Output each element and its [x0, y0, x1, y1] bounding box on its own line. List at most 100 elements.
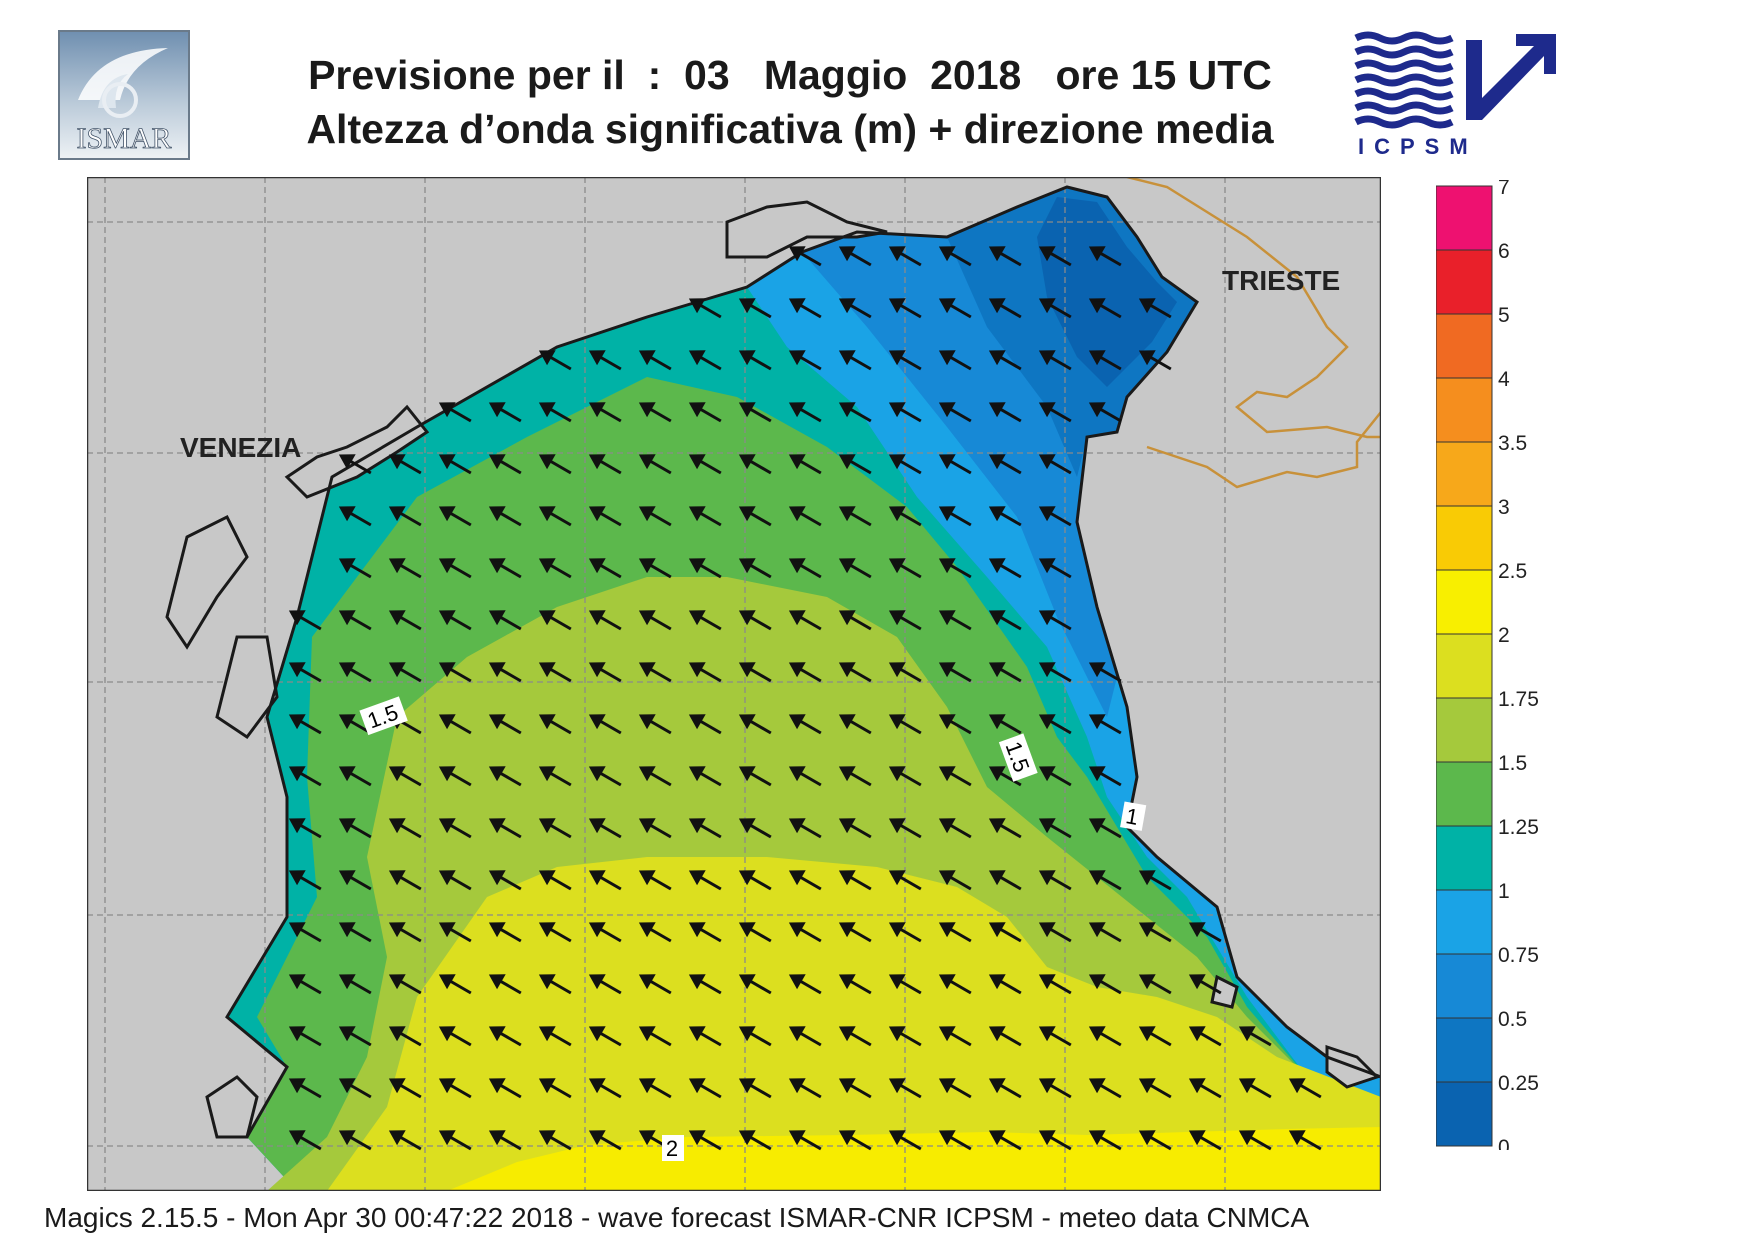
wave-direction-arrow [338, 818, 372, 839]
wave-direction-arrow [488, 1078, 522, 1099]
wave-direction-arrow [638, 1026, 672, 1047]
wave-direction-arrow [588, 610, 622, 631]
wave-direction-arrow [888, 350, 922, 371]
wave-direction-arrow [488, 818, 522, 839]
wave-direction-arrow [738, 818, 772, 839]
icpsm-logo-text: ICPSM [1358, 134, 1478, 159]
wave-direction-arrow [588, 870, 622, 891]
wave-direction-arrow [588, 714, 622, 735]
wave-direction-arrow [888, 506, 922, 527]
wave-direction-arrow [888, 558, 922, 579]
wave-direction-arrow [988, 974, 1022, 995]
wave-direction-arrow [438, 662, 472, 683]
wave-direction-arrow [788, 610, 822, 631]
wave-direction-arrow [788, 1078, 822, 1099]
wave-direction-arrow [888, 766, 922, 787]
wave-direction-arrow [1238, 1130, 1272, 1151]
wave-direction-arrow [1188, 1078, 1222, 1099]
wave-direction-arrow [638, 870, 672, 891]
wave-direction-arrow [938, 350, 972, 371]
wave-direction-arrow [1138, 1026, 1172, 1047]
wave-direction-arrow [938, 558, 972, 579]
wave-direction-arrow [938, 1026, 972, 1047]
wave-direction-arrow [1038, 974, 1072, 995]
wave-direction-arrow [738, 714, 772, 735]
wave-direction-arrow [838, 1026, 872, 1047]
wave-direction-arrow [938, 506, 972, 527]
wave-direction-arrow [338, 870, 372, 891]
wave-direction-arrow [388, 1026, 422, 1047]
wave-direction-arrow [788, 818, 822, 839]
wave-direction-arrow [388, 818, 422, 839]
ismar-logo-text: ISMAR [76, 122, 171, 155]
wave-direction-arrow [1038, 922, 1072, 943]
wave-direction-arrow [588, 1078, 622, 1099]
wave-direction-arrow [738, 350, 772, 371]
wave-direction-arrow [538, 974, 572, 995]
wave-direction-arrow [988, 350, 1022, 371]
wave-direction-arrow [338, 506, 372, 527]
wave-direction-arrow [688, 558, 722, 579]
wave-direction-arrow [1038, 662, 1072, 683]
wave-direction-arrow [288, 870, 322, 891]
legend-tick-label: 0.5 [1498, 1008, 1527, 1031]
wave-direction-arrow [488, 662, 522, 683]
wave-direction-arrow [1188, 974, 1222, 995]
wave-direction-arrow [488, 506, 522, 527]
wave-direction-arrow [988, 1130, 1022, 1151]
city-label-trieste: TRIESTE [1222, 265, 1340, 296]
wave-direction-arrow [288, 662, 322, 683]
wave-direction-arrow [688, 766, 722, 787]
wave-direction-arrow [1088, 714, 1122, 735]
wave-direction-arrow [1038, 350, 1072, 371]
wave-direction-arrow [388, 974, 422, 995]
wave-direction-arrow [938, 610, 972, 631]
wave-direction-arrow [788, 1130, 822, 1151]
wave-direction-arrow [388, 1078, 422, 1099]
wave-direction-arrow [1088, 818, 1122, 839]
wave-direction-arrow [688, 298, 722, 319]
wave-direction-arrow [788, 298, 822, 319]
footer-credits: Magics 2.15.5 - Mon Apr 30 00:47:22 2018… [44, 1202, 1310, 1233]
wave-direction-arrow [688, 506, 722, 527]
wave-direction-arrow [588, 818, 622, 839]
graticule [87, 177, 1381, 1191]
legend-swatch [1435, 633, 1493, 699]
wave-direction-arrow [988, 922, 1022, 943]
wave-direction-arrow [288, 1026, 322, 1047]
wave-direction-arrow [738, 1130, 772, 1151]
wave-direction-arrow [838, 506, 872, 527]
wave-direction-arrow [838, 402, 872, 423]
wave-direction-arrow [1088, 922, 1122, 943]
wave-direction-arrow [438, 454, 472, 475]
wave-direction-arrow [988, 662, 1022, 683]
wave-direction-arrow [388, 1130, 422, 1151]
wave-direction-arrow [438, 974, 472, 995]
legend-tick-label: 3.5 [1498, 432, 1527, 455]
wave-direction-arrow [1038, 766, 1072, 787]
wave-direction-arrow [1188, 922, 1222, 943]
wave-direction-arrow [1288, 1130, 1322, 1151]
wave-direction-arrow [788, 402, 822, 423]
wave-direction-arrow [938, 714, 972, 735]
wave-direction-arrow [588, 506, 622, 527]
legend-tick-label: 1.75 [1498, 688, 1539, 711]
wave-direction-arrow [938, 818, 972, 839]
legend-swatch [1435, 761, 1493, 827]
wave-direction-arrow [338, 454, 372, 475]
wave-direction-arrow [488, 766, 522, 787]
wave-direction-arrow [888, 922, 922, 943]
wave-direction-arrow [1138, 974, 1172, 995]
wave-direction-arrow [438, 714, 472, 735]
wave-direction-arrow [838, 246, 872, 267]
wave-direction-arrow [488, 610, 522, 631]
wave-direction-arrow [1188, 1130, 1222, 1151]
legend-tick-label: 4 [1498, 368, 1510, 391]
wave-direction-arrow [1138, 922, 1172, 943]
wave-direction-arrow [688, 662, 722, 683]
wave-direction-arrow [838, 662, 872, 683]
legend-swatch [1435, 953, 1493, 1019]
wave-direction-arrow [488, 1026, 522, 1047]
wave-direction-arrow [338, 558, 372, 579]
wave-direction-arrow [488, 402, 522, 423]
